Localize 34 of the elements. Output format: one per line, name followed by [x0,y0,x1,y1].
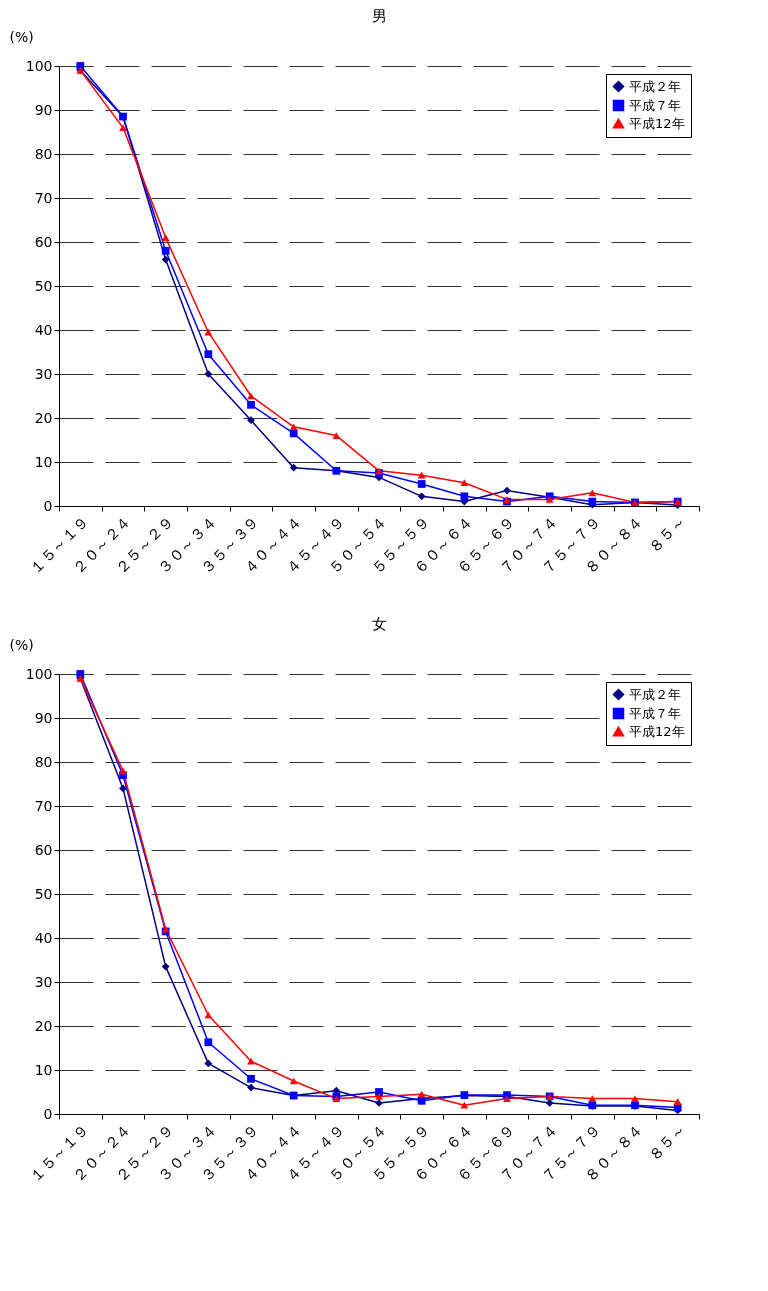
x-tick-label: ８５～ [644,512,690,557]
chart-title: 男 [371,7,387,25]
y-tick-label: 70 [34,189,53,206]
y-tick-label: 80 [34,753,53,770]
y-tick-label: 90 [34,101,53,118]
x-tick-label: ８５～ [644,1120,690,1165]
legend-label: 平成12年 [629,115,685,131]
y-tick-label: 50 [34,277,53,294]
y-tick-label: 100 [25,57,53,74]
legend-label: 平成７年 [629,97,681,113]
legend-label: 平成７年 [629,705,681,721]
y-tick-label: 60 [34,233,53,250]
y-tick-label: 10 [34,453,53,470]
y-tick-label: 100 [25,665,53,682]
legend-label: 平成２年 [629,78,681,94]
chart-title: 女 [371,615,387,633]
legend-label: 平成２年 [629,686,681,702]
y-tick-label: 0 [43,497,53,514]
legend-label: 平成12年 [629,723,685,739]
y-tick-label: 0 [43,1105,53,1122]
y-tick-label: 30 [34,973,53,990]
y-tick-label: 80 [34,145,53,162]
y-tick-label: 10 [34,1061,53,1078]
y-tick-label: 70 [34,797,53,814]
y-tick-label: 50 [34,885,53,902]
y-tick-label: 20 [34,1017,53,1034]
y-tick-label: 90 [34,709,53,726]
y-axis-title: (%) [9,28,34,45]
y-axis-title: (%) [9,636,34,653]
y-tick-label: 40 [34,321,53,338]
y-tick-label: 20 [34,409,53,426]
y-tick-label: 60 [34,841,53,858]
y-tick-label: 30 [34,365,53,382]
y-tick-label: 40 [34,929,53,946]
